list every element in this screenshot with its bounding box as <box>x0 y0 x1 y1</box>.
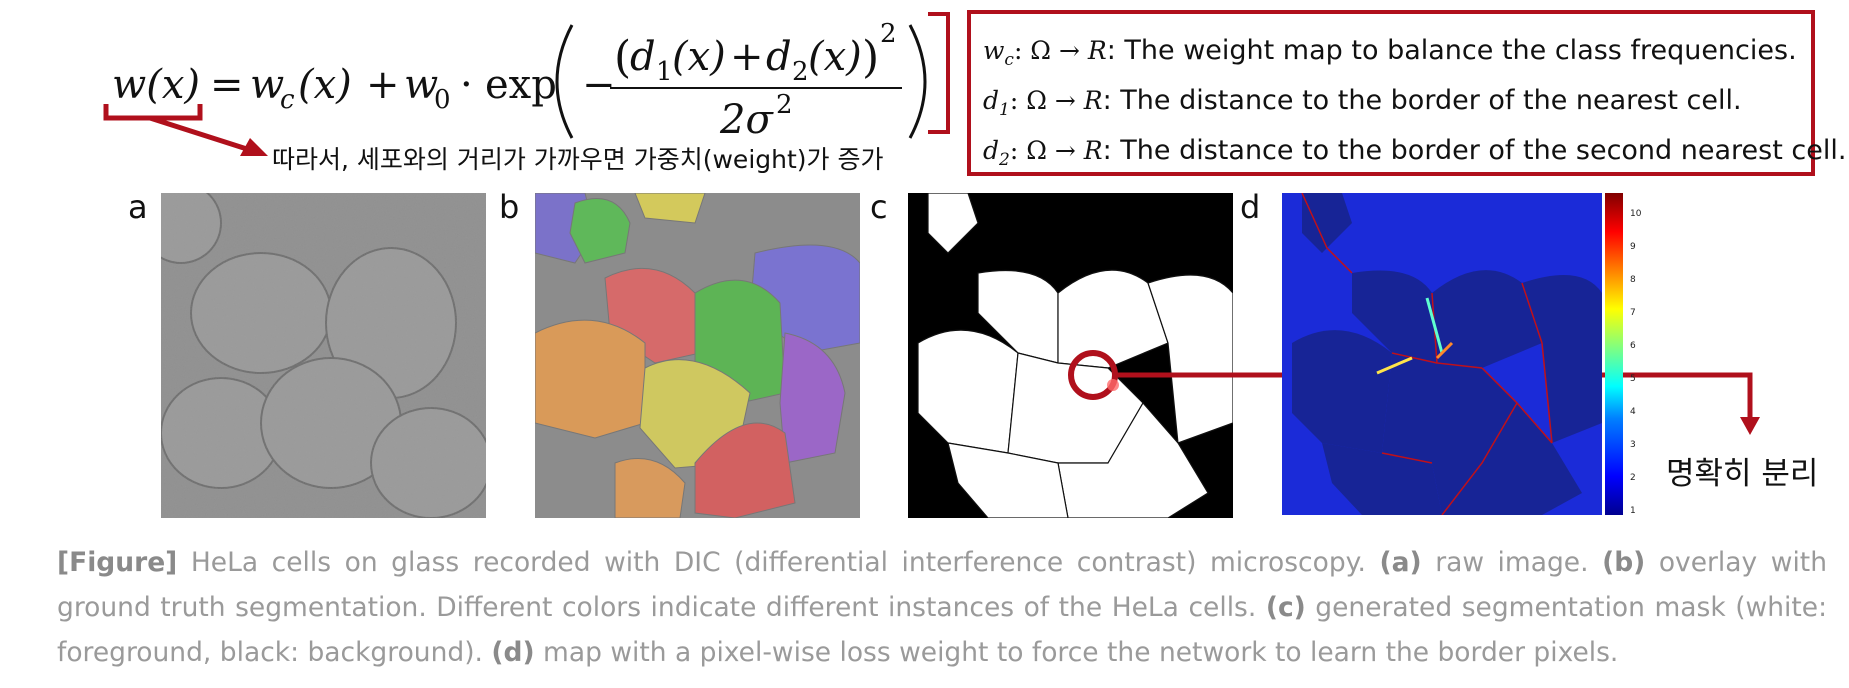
big-paren-left <box>555 24 574 139</box>
num-d1-arg: (x) <box>672 34 726 80</box>
formula-lhs: w(x) <box>112 62 200 108</box>
raw-image-panel <box>161 193 486 518</box>
den-power: 2 <box>776 90 793 120</box>
colorbar <box>1605 193 1623 515</box>
panel-label-c: c <box>870 188 888 226</box>
definition-symbol: d2 <box>983 136 1010 170</box>
panel-label-b: b <box>499 188 520 226</box>
colorbar-tick: 3 <box>1630 440 1636 450</box>
korean-note: 따라서, 세포와의 거리가 가까우면 가중치(weight)가 증가 <box>272 145 884 174</box>
colorbar-tick: 5 <box>1630 374 1636 384</box>
num-plus: + <box>730 34 764 80</box>
caption-figure-tag: [Figure] <box>57 547 178 578</box>
formula-minus: − <box>582 62 616 108</box>
separation-label: 명확히 분리 <box>1666 456 1819 492</box>
definitions-box: wc: Ω → R: The weight map to balance the… <box>967 10 1847 176</box>
formula-term2-sub: 0 <box>434 85 451 115</box>
formula-eq: = <box>210 62 244 108</box>
weight-map-panel <box>1282 193 1602 515</box>
overlay-panel <box>535 193 860 518</box>
num-d2-sub: 2 <box>792 57 809 87</box>
definition-text: : The weight map to balance the class fr… <box>1106 35 1797 66</box>
wx-callout-arrow <box>103 104 268 156</box>
colorbar-tick: 4 <box>1630 407 1636 417</box>
panel-label-a: a <box>128 188 148 226</box>
colorbar-tick: 8 <box>1630 275 1636 285</box>
colorbar-tick: 7 <box>1630 308 1636 318</box>
definition-symbol: wc <box>983 36 1014 70</box>
num-power: 2 <box>880 19 897 49</box>
definition-symbol: d1 <box>983 86 1010 120</box>
num-d2-arg: (x) <box>808 34 862 80</box>
definition-row: wc: Ω → R: The weight map to balance the… <box>983 35 1797 70</box>
num-d2: d <box>766 34 792 80</box>
colorbar-tick: 9 <box>1630 242 1636 252</box>
colorbar-tick: 1 <box>1630 506 1636 516</box>
formula-plus: + <box>366 62 400 108</box>
definition-row: d1: Ω → R: The distance to the border of… <box>983 85 1742 120</box>
num-d1-sub: 1 <box>656 57 673 87</box>
colorbar-tick: 2 <box>1630 473 1636 483</box>
formula-term1-arg: (x) <box>298 62 352 108</box>
formula-term2: w <box>404 62 438 108</box>
colorbar-tick: 6 <box>1630 341 1636 351</box>
definition-text: : The distance to the border of the seco… <box>1102 135 1847 166</box>
definition-row: d2: Ω → R: The distance to the border of… <box>983 135 1847 170</box>
panel-label-d: d <box>1240 188 1261 226</box>
formula-exp: exp <box>485 62 557 108</box>
colorbar-tick: 10 <box>1630 209 1642 219</box>
weight-formula: w(x) = w c (x) + w 0 · exp − ( d 1 (x) +… <box>110 10 930 150</box>
num-d1: d <box>630 34 656 80</box>
num-open-paren: ( <box>614 32 631 83</box>
definition-text: : The distance to the border of the near… <box>1102 85 1742 116</box>
segmentation-mask-panel <box>908 193 1233 518</box>
num-close-paren: ) <box>862 32 879 83</box>
formula-bracket <box>928 12 950 134</box>
denominator: 2σ <box>719 97 774 143</box>
big-paren-right <box>908 24 927 139</box>
formula-term1: w <box>250 62 284 108</box>
formula-dot: · <box>460 62 473 108</box>
formula-term1-sub: c <box>280 85 295 115</box>
figure-caption: [Figure] HeLa cells on glass recorded wi… <box>57 547 1828 668</box>
